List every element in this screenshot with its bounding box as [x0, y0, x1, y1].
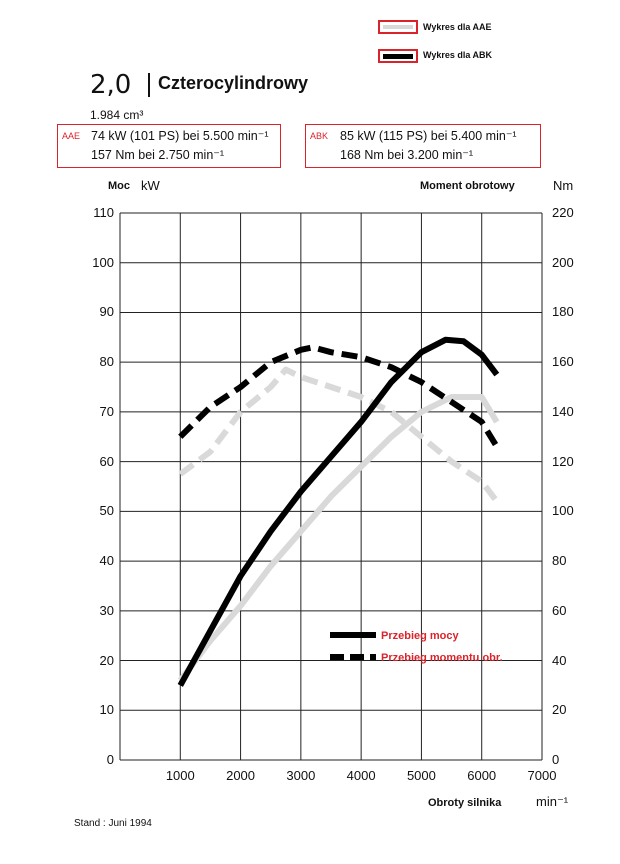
y-left-tick-label: 0 — [106, 752, 114, 767]
right-axis-title: Moment obrotowy — [420, 180, 515, 192]
y-left-tick-label: 90 — [99, 304, 114, 320]
y-left-tick-label: 110 — [93, 205, 114, 220]
x-axis-unit: min⁻¹ — [536, 794, 569, 809]
engine-box-aae: AAE 74 kW (101 PS) bei 5.500 min⁻¹ 157 N… — [57, 124, 281, 168]
engine-tag-abk: ABK — [310, 131, 329, 141]
y-right-tick-label: 120 — [552, 453, 574, 469]
y-left-tick-label: 10 — [99, 702, 114, 718]
legend-swatch-abk — [378, 49, 418, 63]
right-axis-unit: Nm — [553, 178, 574, 193]
engine-aae-power: 74 kW (101 PS) bei 5.500 min⁻¹ — [91, 129, 269, 143]
y-left-tick-label: 40 — [99, 553, 114, 569]
inner-legend-torque-label: Przebieg momentu obr. — [381, 652, 503, 664]
stand-date: Stand : Juni 1994 — [74, 818, 152, 829]
legend-label-aae: Wykres dla AAE — [423, 22, 492, 32]
x-tick-label: 1000 — [165, 768, 195, 783]
page-title: Czterocylindrowy — [158, 73, 309, 93]
y-left-tick-label: 80 — [99, 354, 114, 370]
x-tick-label: 5000 — [406, 768, 436, 783]
y-left-tick-label: 30 — [99, 602, 114, 618]
y-right-tick-label: 200 — [552, 254, 574, 270]
x-tick-label: 7000 — [527, 768, 557, 783]
y-right-tick-label: 20 — [552, 702, 567, 718]
x-tick-label: 2000 — [226, 768, 256, 783]
x-tick-label: 3000 — [286, 768, 316, 783]
left-axis-title: Moc — [108, 180, 130, 192]
title-divider — [148, 73, 150, 97]
y-right-tick-label: 180 — [552, 304, 574, 320]
engine-abk-power: 85 kW (115 PS) bei 5.400 min⁻¹ — [340, 129, 517, 143]
series-line-abk-power — [177, 336, 500, 687]
y-right-tick-label: 220 — [552, 205, 574, 220]
legend-swatch-aae — [378, 20, 418, 34]
inner-legend-power-label: Przebieg mocy — [381, 630, 460, 642]
y-right-tick-label: 160 — [552, 354, 574, 370]
legend-label-abk: Wykres dla ABK — [423, 50, 493, 60]
x-tick-label: 4000 — [346, 768, 376, 783]
series-line-aae-power — [177, 394, 500, 683]
y-left-tick-label: 100 — [92, 254, 114, 270]
y-left-tick-label: 70 — [99, 403, 114, 419]
x-axis-title: Obroty silnika — [428, 797, 502, 809]
engine-tag-aae: AAE — [62, 131, 81, 141]
series-line-aae-torque — [178, 366, 500, 504]
series-line-abk-torque — [178, 344, 500, 449]
x-tick-label: 6000 — [467, 768, 497, 783]
engine-box-abk: ABK 85 kW (115 PS) bei 5.400 min⁻¹ 168 N… — [305, 124, 541, 168]
y-left-tick-label: 20 — [99, 652, 114, 668]
displacement-short: 2,0 — [90, 70, 132, 100]
y-left-tick-label: 60 — [99, 453, 114, 469]
y-right-tick-label: 40 — [552, 652, 567, 668]
y-right-tick-label: 0 — [552, 752, 560, 767]
y-left-tick-label: 50 — [99, 503, 114, 519]
y-right-tick-label: 140 — [552, 403, 574, 419]
y-right-tick-label: 60 — [552, 602, 567, 618]
engine-abk-torque: 168 Nm bei 3.200 min⁻¹ — [340, 148, 474, 162]
displacement: 1.984 cm³ — [90, 108, 144, 122]
y-right-tick-label: 80 — [552, 553, 567, 569]
left-axis-unit: kW — [141, 178, 160, 193]
engine-aae-torque: 157 Nm bei 2.750 min⁻¹ — [91, 148, 225, 162]
y-right-tick-label: 100 — [552, 503, 574, 519]
